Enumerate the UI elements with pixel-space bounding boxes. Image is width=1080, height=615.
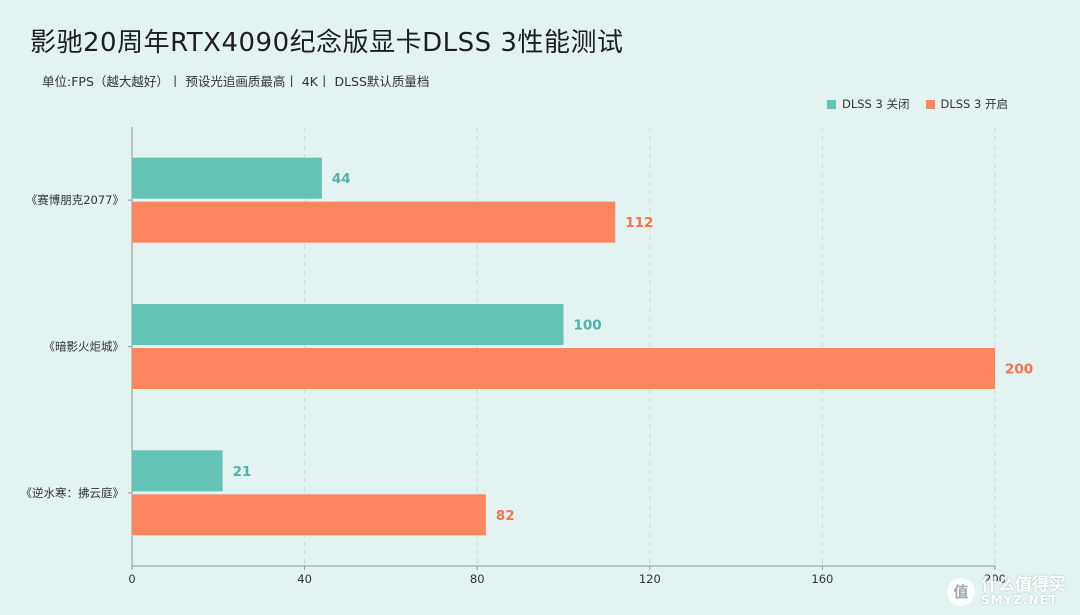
watermark-line1: 什么值得买 — [981, 574, 1066, 595]
category-label: 《赛博朋克2077》 — [26, 193, 124, 207]
x-tick-label: 0 — [128, 572, 135, 586]
bar — [132, 201, 616, 243]
bar — [132, 494, 486, 536]
legend: DLSS 3 关闭 DLSS 3 开启 — [827, 96, 1008, 112]
data-label: 112 — [625, 215, 653, 231]
legend-item-off: DLSS 3 关闭 — [827, 96, 910, 112]
data-label: 200 — [1005, 362, 1033, 378]
x-tick-label: 40 — [297, 572, 312, 586]
x-tick-label: 160 — [811, 572, 833, 586]
x-tick-label: 80 — [470, 572, 485, 586]
watermark-text: 什么值得买 SMYZ.NET — [981, 574, 1066, 608]
watermark-logo-icon: 值 — [947, 577, 975, 606]
x-tick-label: 120 — [639, 572, 661, 586]
watermark-line2: SMYZ.NET — [981, 593, 1058, 608]
data-label: 44 — [332, 171, 351, 187]
category-label: 《逆水寒：拂云庭》 — [21, 486, 125, 500]
chart-title: 影驰20周年RTX4090纪念版显卡DLSS 3性能测试 — [30, 28, 624, 58]
bar — [132, 348, 995, 389]
bar — [132, 304, 564, 345]
watermark: 值 什么值得买 SMYZ.NET — [947, 574, 1066, 608]
legend-item-on: DLSS 3 开启 — [925, 96, 1009, 112]
bar — [132, 157, 322, 199]
legend-swatch-on — [925, 99, 935, 109]
legend-swatch-off — [827, 99, 836, 109]
category-label: 《暗影火炬城》 — [44, 340, 125, 354]
data-label: 82 — [496, 508, 515, 524]
data-label: 100 — [574, 318, 602, 334]
data-label: 21 — [233, 464, 252, 480]
legend-label-on: DLSS 3 开启 — [940, 97, 1009, 111]
x-tick-label: 200 — [984, 572, 1006, 586]
bar — [132, 450, 223, 492]
chart-subtitle: 单位:FPS（越大越好）丨 预设光追画质最高丨 4K丨 DLSS默认质量档 — [42, 74, 430, 89]
legend-label-off: DLSS 3 关闭 — [842, 97, 910, 111]
